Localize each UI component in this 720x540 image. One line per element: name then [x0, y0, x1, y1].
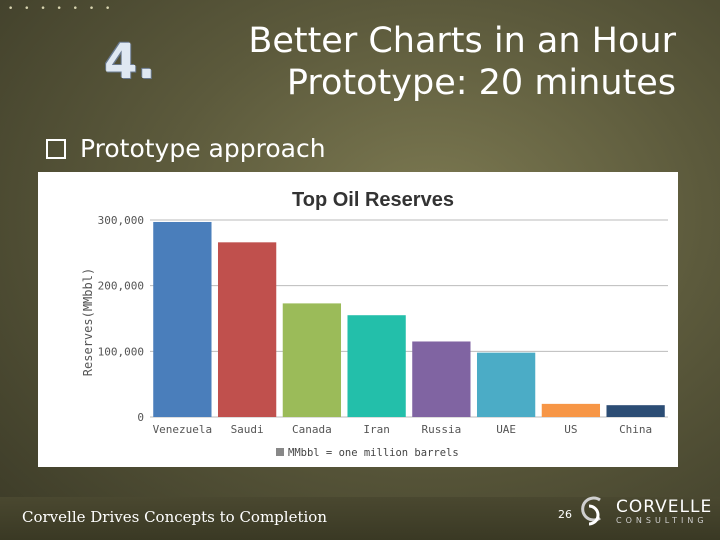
- decorative-dots: • • • • • • •: [8, 4, 115, 14]
- x-tick-label: Russia: [422, 423, 462, 436]
- x-tick-label: Saudi: [231, 423, 264, 436]
- corvelle-logo: CORVELLE CONSULTING: [580, 494, 712, 528]
- y-axis-label: Reserves(MMbbl): [81, 268, 95, 376]
- x-tick-label: Venezuela: [153, 423, 213, 436]
- logo-name: CORVELLE: [616, 496, 713, 517]
- bullet-item: Prototype approach: [46, 134, 326, 163]
- x-tick-label: UAE: [496, 423, 516, 436]
- bar-saudi: [217, 242, 277, 417]
- x-tick-label: Canada: [292, 423, 332, 436]
- x-tick-label: China: [619, 423, 652, 436]
- footer-tagline: Corvelle Drives Concepts to Completion: [22, 508, 327, 526]
- logo-mark-icon: [581, 496, 601, 526]
- chart-title: Top Oil Reserves: [292, 189, 454, 211]
- legend-text: MMbbl = one million barrels: [288, 447, 459, 459]
- x-tick-label: US: [564, 423, 577, 436]
- chart-panel: Top Oil Reserves Reserves(MMbbl) 0 100,00…: [38, 172, 678, 467]
- y-tick-label: 0: [137, 411, 144, 424]
- bar-chart: Top Oil Reserves Reserves(MMbbl) 0 100,00…: [81, 189, 668, 459]
- y-tick-label: 100,000: [98, 345, 144, 358]
- logo-subtitle: CONSULTING: [616, 515, 708, 525]
- checkbox-bullet-icon: [46, 138, 66, 159]
- x-tick-label: Iran: [363, 423, 390, 436]
- bar-us: [541, 403, 601, 417]
- bar-canada: [282, 303, 342, 417]
- y-tick-label: 200,000: [98, 280, 144, 293]
- slide-title: Better Charts in an Hour Prototype: 20 m…: [248, 20, 676, 104]
- bar-china: [606, 405, 665, 417]
- legend-swatch: [276, 448, 284, 456]
- section-number: 4.: [104, 34, 156, 90]
- bar-iran: [347, 315, 406, 417]
- y-tick-label: 300,000: [98, 214, 144, 227]
- title-line-2: Prototype: 20 minutes: [286, 63, 676, 103]
- bar-uae: [476, 352, 536, 417]
- bullet-text: Prototype approach: [80, 134, 326, 163]
- bar-russia: [412, 341, 471, 417]
- bar-venezuela: [153, 221, 212, 417]
- title-line-1: Better Charts in an Hour: [248, 21, 676, 61]
- page-number: 26: [558, 508, 572, 521]
